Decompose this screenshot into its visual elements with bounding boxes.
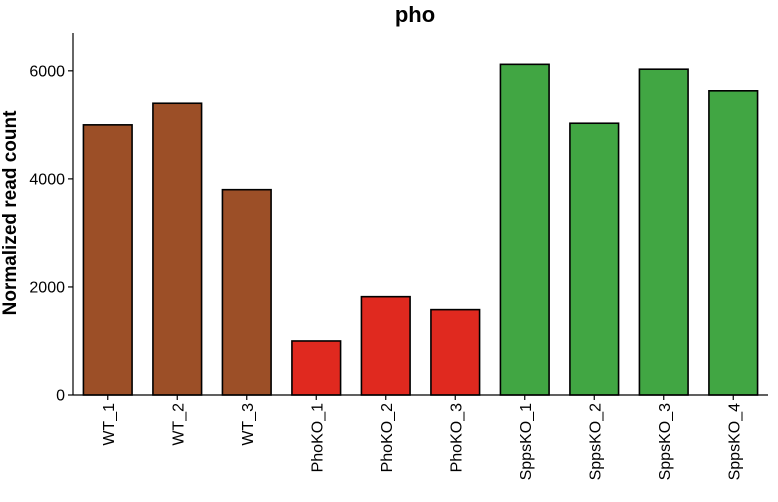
bar-wt-2 bbox=[152, 102, 203, 396]
x-tick-label: SppsKO_1 bbox=[518, 403, 535, 480]
bars-group bbox=[82, 63, 759, 396]
y-axis-ticks: 0 2000 4000 6000 bbox=[29, 63, 73, 405]
y-tick-label: 0 bbox=[56, 388, 65, 405]
x-tick-label: WT_2 bbox=[170, 403, 187, 446]
chart-title: pho bbox=[395, 2, 435, 27]
x-tick-label: SppsKO_4 bbox=[726, 403, 743, 480]
y-axis-label: Normalized read count bbox=[0, 110, 21, 315]
bar-phoko-2 bbox=[360, 295, 411, 396]
bar-wt-1 bbox=[82, 124, 133, 396]
x-tick-label: WT_3 bbox=[240, 403, 257, 446]
bar-sppsko-2 bbox=[569, 122, 620, 396]
bar-sppsko-3 bbox=[638, 68, 689, 396]
bar-wt-3 bbox=[221, 188, 272, 396]
y-tick-label: 2000 bbox=[29, 279, 65, 296]
x-tick-label: SppsKO_3 bbox=[657, 403, 674, 480]
y-tick-label: 6000 bbox=[29, 63, 65, 80]
x-tick-label: PhoKO_2 bbox=[379, 403, 396, 472]
x-axis-ticks: WT_1 WT_2 WT_3 PhoKO_1 PhoKO_2 PhoKO_3 SppsKO_… bbox=[101, 395, 743, 480]
x-tick-label: PhoKO_3 bbox=[448, 403, 465, 472]
bar-phoko-1 bbox=[291, 340, 342, 396]
y-tick-label: 4000 bbox=[29, 171, 65, 188]
x-tick-label: WT_1 bbox=[101, 403, 118, 446]
bar-phoko-3 bbox=[430, 308, 481, 396]
x-tick-label: PhoKO_1 bbox=[309, 403, 326, 472]
bar-sppsko-1 bbox=[499, 63, 550, 396]
x-tick-label: SppsKO_2 bbox=[587, 403, 604, 480]
bar-sppsko-4 bbox=[708, 90, 759, 396]
